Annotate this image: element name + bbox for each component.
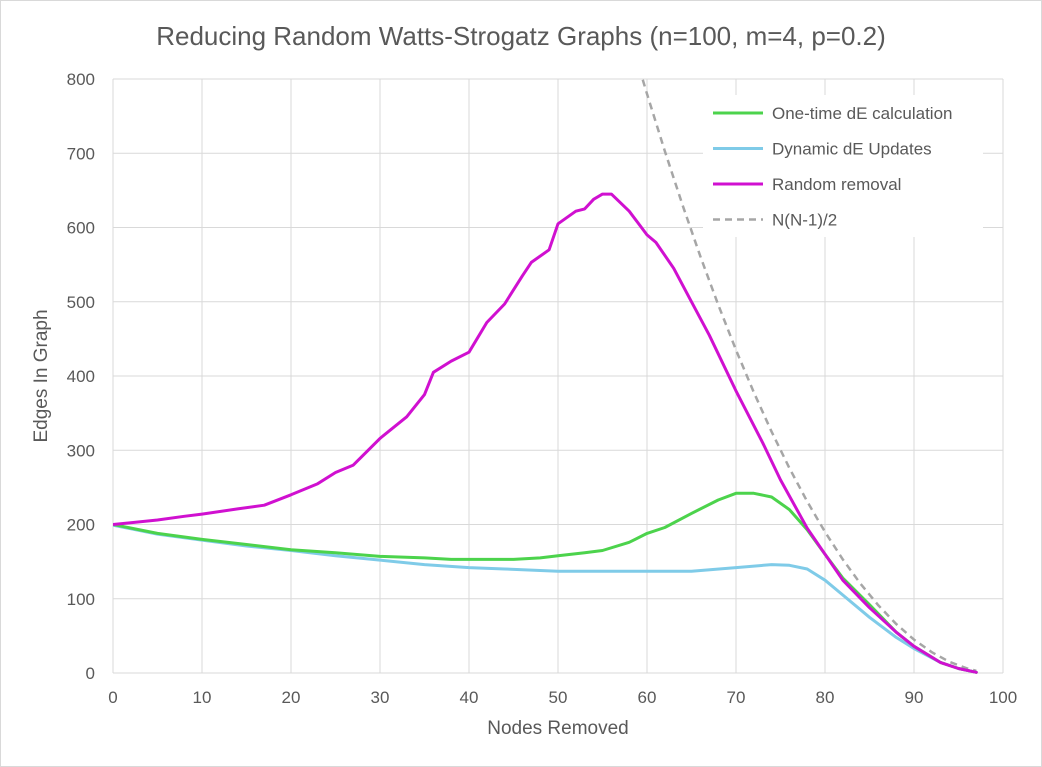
series-lines [113,79,978,674]
y-tick-label: 700 [67,144,95,163]
x-tick-label: 30 [371,688,390,707]
tick-labels: 0 10 20 30 40 50 60 70 80 90 100 0 100 200 300 400 500 60… [67,70,1018,707]
x-tick-label: 80 [816,688,835,707]
legend-label-1: Dynamic dE Updates [772,140,932,159]
x-tick-label: 90 [905,688,924,707]
x-tick-label: 0 [108,688,117,707]
y-tick-label: 600 [67,219,95,238]
y-axis-title: Edges In Graph [31,309,52,442]
x-tick-label: 70 [727,688,746,707]
x-tick-label: 20 [282,688,301,707]
y-tick-label: 800 [67,70,95,89]
y-tick-label: 400 [67,367,95,386]
series-line-2 [113,192,978,674]
chart-title: Reducing Random Watts-Strogatz Graphs (n… [156,21,886,51]
series-line-0 [113,491,978,674]
legend-label-0: One-time dE calculation [772,104,952,123]
legend-label-2: Random removal [772,175,901,194]
legend-label-3: N(N-1)/2 [772,211,837,230]
y-tick-label: 200 [67,516,95,535]
series-line-1 [113,523,978,674]
y-tick-label: 300 [67,441,95,460]
x-tick-label: 100 [989,688,1017,707]
legend-background [703,95,983,237]
x-tick-label: 60 [638,688,657,707]
x-tick-label: 50 [549,688,568,707]
y-tick-label: 500 [67,293,95,312]
y-tick-label: 0 [86,664,95,683]
legend: One-time dE calculation Dynamic dE Update… [703,95,983,237]
x-tick-label: 40 [460,688,479,707]
y-tick-label: 100 [67,590,95,609]
x-axis-title: Nodes Removed [487,718,629,739]
x-tick-label: 10 [193,688,212,707]
series-line-3 [641,79,977,673]
